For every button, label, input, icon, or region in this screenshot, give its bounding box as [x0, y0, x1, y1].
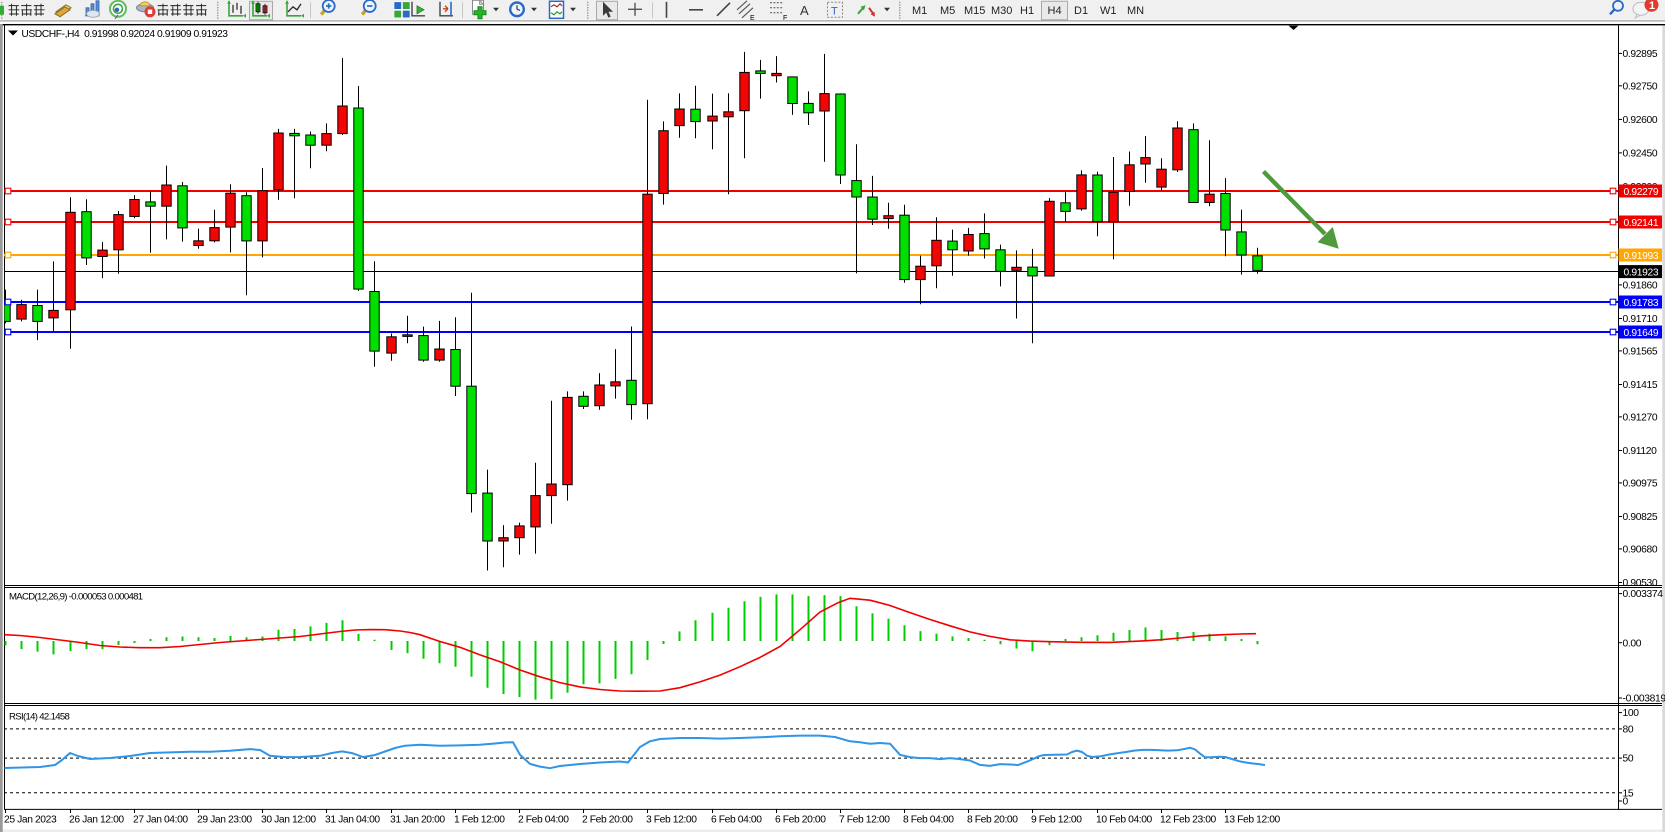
svg-text:26 Jan 12:00: 26 Jan 12:00	[69, 814, 124, 825]
svg-text:RSI(14) 42.1458: RSI(14) 42.1458	[9, 712, 70, 723]
svg-text:0.91649: 0.91649	[1624, 328, 1659, 339]
svg-text:0.91710: 0.91710	[1623, 314, 1658, 325]
svg-text:M15: M15	[964, 5, 985, 17]
svg-text:10 Feb 04:00: 10 Feb 04:00	[1096, 814, 1153, 825]
svg-text:0.91993: 0.91993	[1624, 251, 1659, 262]
svg-text:0.92141: 0.92141	[1624, 218, 1659, 229]
svg-text:29 Jan 23:00: 29 Jan 23:00	[197, 814, 252, 825]
svg-text:50: 50	[1623, 754, 1634, 765]
svg-text:E: E	[750, 15, 755, 22]
svg-text:0.92450: 0.92450	[1623, 149, 1658, 160]
svg-text:6 Feb 20:00: 6 Feb 20:00	[775, 814, 826, 825]
svg-text:H4: H4	[1048, 5, 1062, 17]
svg-text:0.003374: 0.003374	[1623, 589, 1664, 600]
svg-text:0.91415: 0.91415	[1623, 380, 1658, 391]
svg-text:0.91783: 0.91783	[1624, 298, 1659, 309]
svg-text:0.91565: 0.91565	[1623, 347, 1658, 358]
svg-text:1 Feb 12:00: 1 Feb 12:00	[454, 814, 505, 825]
svg-text:31 Jan 20:00: 31 Jan 20:00	[390, 814, 445, 825]
svg-text:-0.003819: -0.003819	[1623, 694, 1665, 705]
svg-text:0.91270: 0.91270	[1623, 413, 1658, 424]
svg-text:USDCHF-,H4 0.91998 0.92024 0.: USDCHF-,H4 0.91998 0.92024 0.91909 0.919…	[21, 29, 228, 40]
svg-text:0.00: 0.00	[1623, 638, 1642, 649]
svg-text:MACD(12,26,9) -0.000053 0.0004: MACD(12,26,9) -0.000053 0.000481	[9, 592, 143, 603]
svg-text:27 Jan 04:00: 27 Jan 04:00	[133, 814, 188, 825]
svg-text:80: 80	[1623, 725, 1634, 736]
svg-text:12 Feb 23:00: 12 Feb 23:00	[1160, 814, 1217, 825]
svg-text:7 Feb 12:00: 7 Feb 12:00	[839, 814, 890, 825]
svg-text:F: F	[783, 15, 787, 22]
svg-text:M5: M5	[940, 5, 955, 17]
svg-text:0.91923: 0.91923	[1624, 267, 1659, 278]
svg-text:M1: M1	[912, 5, 927, 17]
svg-text:0.92750: 0.92750	[1623, 81, 1658, 92]
svg-text:MN: MN	[1127, 5, 1144, 17]
svg-text:8 Feb 20:00: 8 Feb 20:00	[967, 814, 1018, 825]
svg-text:8 Feb 04:00: 8 Feb 04:00	[903, 814, 954, 825]
svg-text:0: 0	[1623, 797, 1629, 808]
svg-text:A: A	[800, 3, 809, 18]
svg-text:0.90530: 0.90530	[1623, 578, 1658, 589]
svg-text:0.92600: 0.92600	[1623, 115, 1658, 126]
svg-text:100: 100	[1623, 708, 1640, 719]
svg-text:15: 15	[1623, 788, 1634, 799]
svg-text:T: T	[831, 5, 838, 17]
svg-text:2 Feb 20:00: 2 Feb 20:00	[582, 814, 633, 825]
svg-text:2 Feb 04:00: 2 Feb 04:00	[518, 814, 569, 825]
svg-text:W1: W1	[1100, 5, 1117, 17]
svg-text:9 Feb 12:00: 9 Feb 12:00	[1031, 814, 1082, 825]
svg-text:30 Jan 12:00: 30 Jan 12:00	[261, 814, 316, 825]
svg-text:6 Feb 04:00: 6 Feb 04:00	[711, 814, 762, 825]
svg-text:0.91120: 0.91120	[1623, 446, 1658, 457]
svg-text:0.90975: 0.90975	[1623, 479, 1658, 490]
svg-text:0.91860: 0.91860	[1623, 281, 1658, 292]
svg-text:3 Feb 12:00: 3 Feb 12:00	[646, 814, 697, 825]
svg-text:31 Jan 04:00: 31 Jan 04:00	[325, 814, 380, 825]
svg-text:1: 1	[1649, 0, 1655, 12]
svg-text:25 Jan 2023: 25 Jan 2023	[4, 814, 57, 825]
svg-text:H1: H1	[1020, 5, 1034, 17]
svg-text:13 Feb 12:00: 13 Feb 12:00	[1224, 814, 1281, 825]
svg-text:0.90680: 0.90680	[1623, 545, 1658, 556]
svg-text:D1: D1	[1074, 5, 1088, 17]
svg-text:0.92895: 0.92895	[1623, 49, 1658, 60]
svg-text:0.92279: 0.92279	[1624, 187, 1659, 198]
svg-text:M30: M30	[991, 5, 1012, 17]
svg-text:0.90825: 0.90825	[1623, 512, 1658, 523]
